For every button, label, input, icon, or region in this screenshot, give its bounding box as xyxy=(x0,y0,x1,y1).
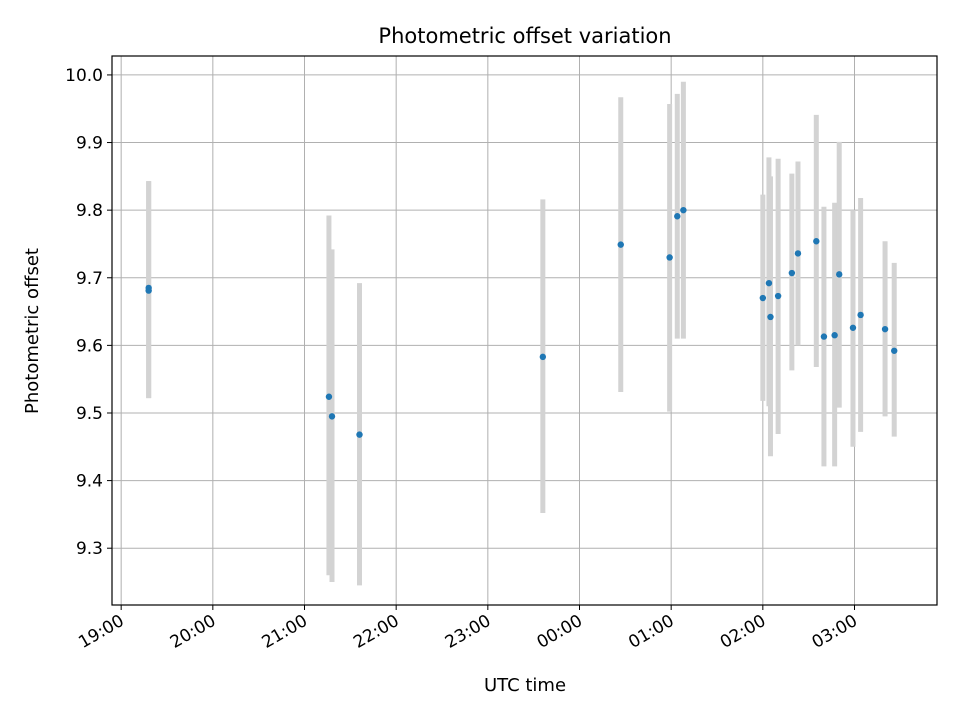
data-point xyxy=(680,206,687,214)
x-axis-title: UTC time xyxy=(484,675,566,696)
y-tick-label: 9.3 xyxy=(76,539,103,559)
data-point xyxy=(356,431,363,438)
data-point xyxy=(765,279,773,287)
data-point xyxy=(836,271,843,278)
data-point xyxy=(145,287,152,294)
data-point xyxy=(788,269,796,277)
y-tick-label: 9.5 xyxy=(76,404,103,424)
data-point xyxy=(794,250,802,257)
data-point xyxy=(666,254,673,261)
chart-title: Photometric offset variation xyxy=(378,24,671,48)
y-tick-label: 9.9 xyxy=(76,134,103,154)
y-tick-label: 9.7 xyxy=(76,269,103,289)
data-point xyxy=(539,353,547,361)
data-point xyxy=(617,241,624,248)
y-axis-ticks: 9.3 9.4 9.5 9.6 9.7 9.8 9.9 10.0 xyxy=(65,66,112,559)
data-point xyxy=(759,294,767,302)
data-point xyxy=(857,311,864,319)
data-point xyxy=(891,347,898,354)
data-point xyxy=(774,292,782,300)
data-point xyxy=(849,324,857,331)
y-tick-label: 9.8 xyxy=(76,201,103,221)
data-point xyxy=(325,393,333,400)
y-tick-label: 10.0 xyxy=(65,66,103,86)
data-point xyxy=(831,332,838,339)
data-point xyxy=(328,413,336,420)
y-tick-label: 9.6 xyxy=(76,336,103,356)
data-point xyxy=(767,313,774,321)
data-point xyxy=(820,333,828,340)
data-point xyxy=(674,213,681,220)
plot-area xyxy=(112,56,937,605)
plot-frame xyxy=(111,55,938,606)
data-point xyxy=(881,325,889,333)
grid xyxy=(112,56,937,605)
y-axis-title: Photometric offset xyxy=(22,248,43,414)
y-tick-label: 9.4 xyxy=(76,472,103,492)
data-points xyxy=(145,206,898,438)
data-point xyxy=(813,238,820,245)
